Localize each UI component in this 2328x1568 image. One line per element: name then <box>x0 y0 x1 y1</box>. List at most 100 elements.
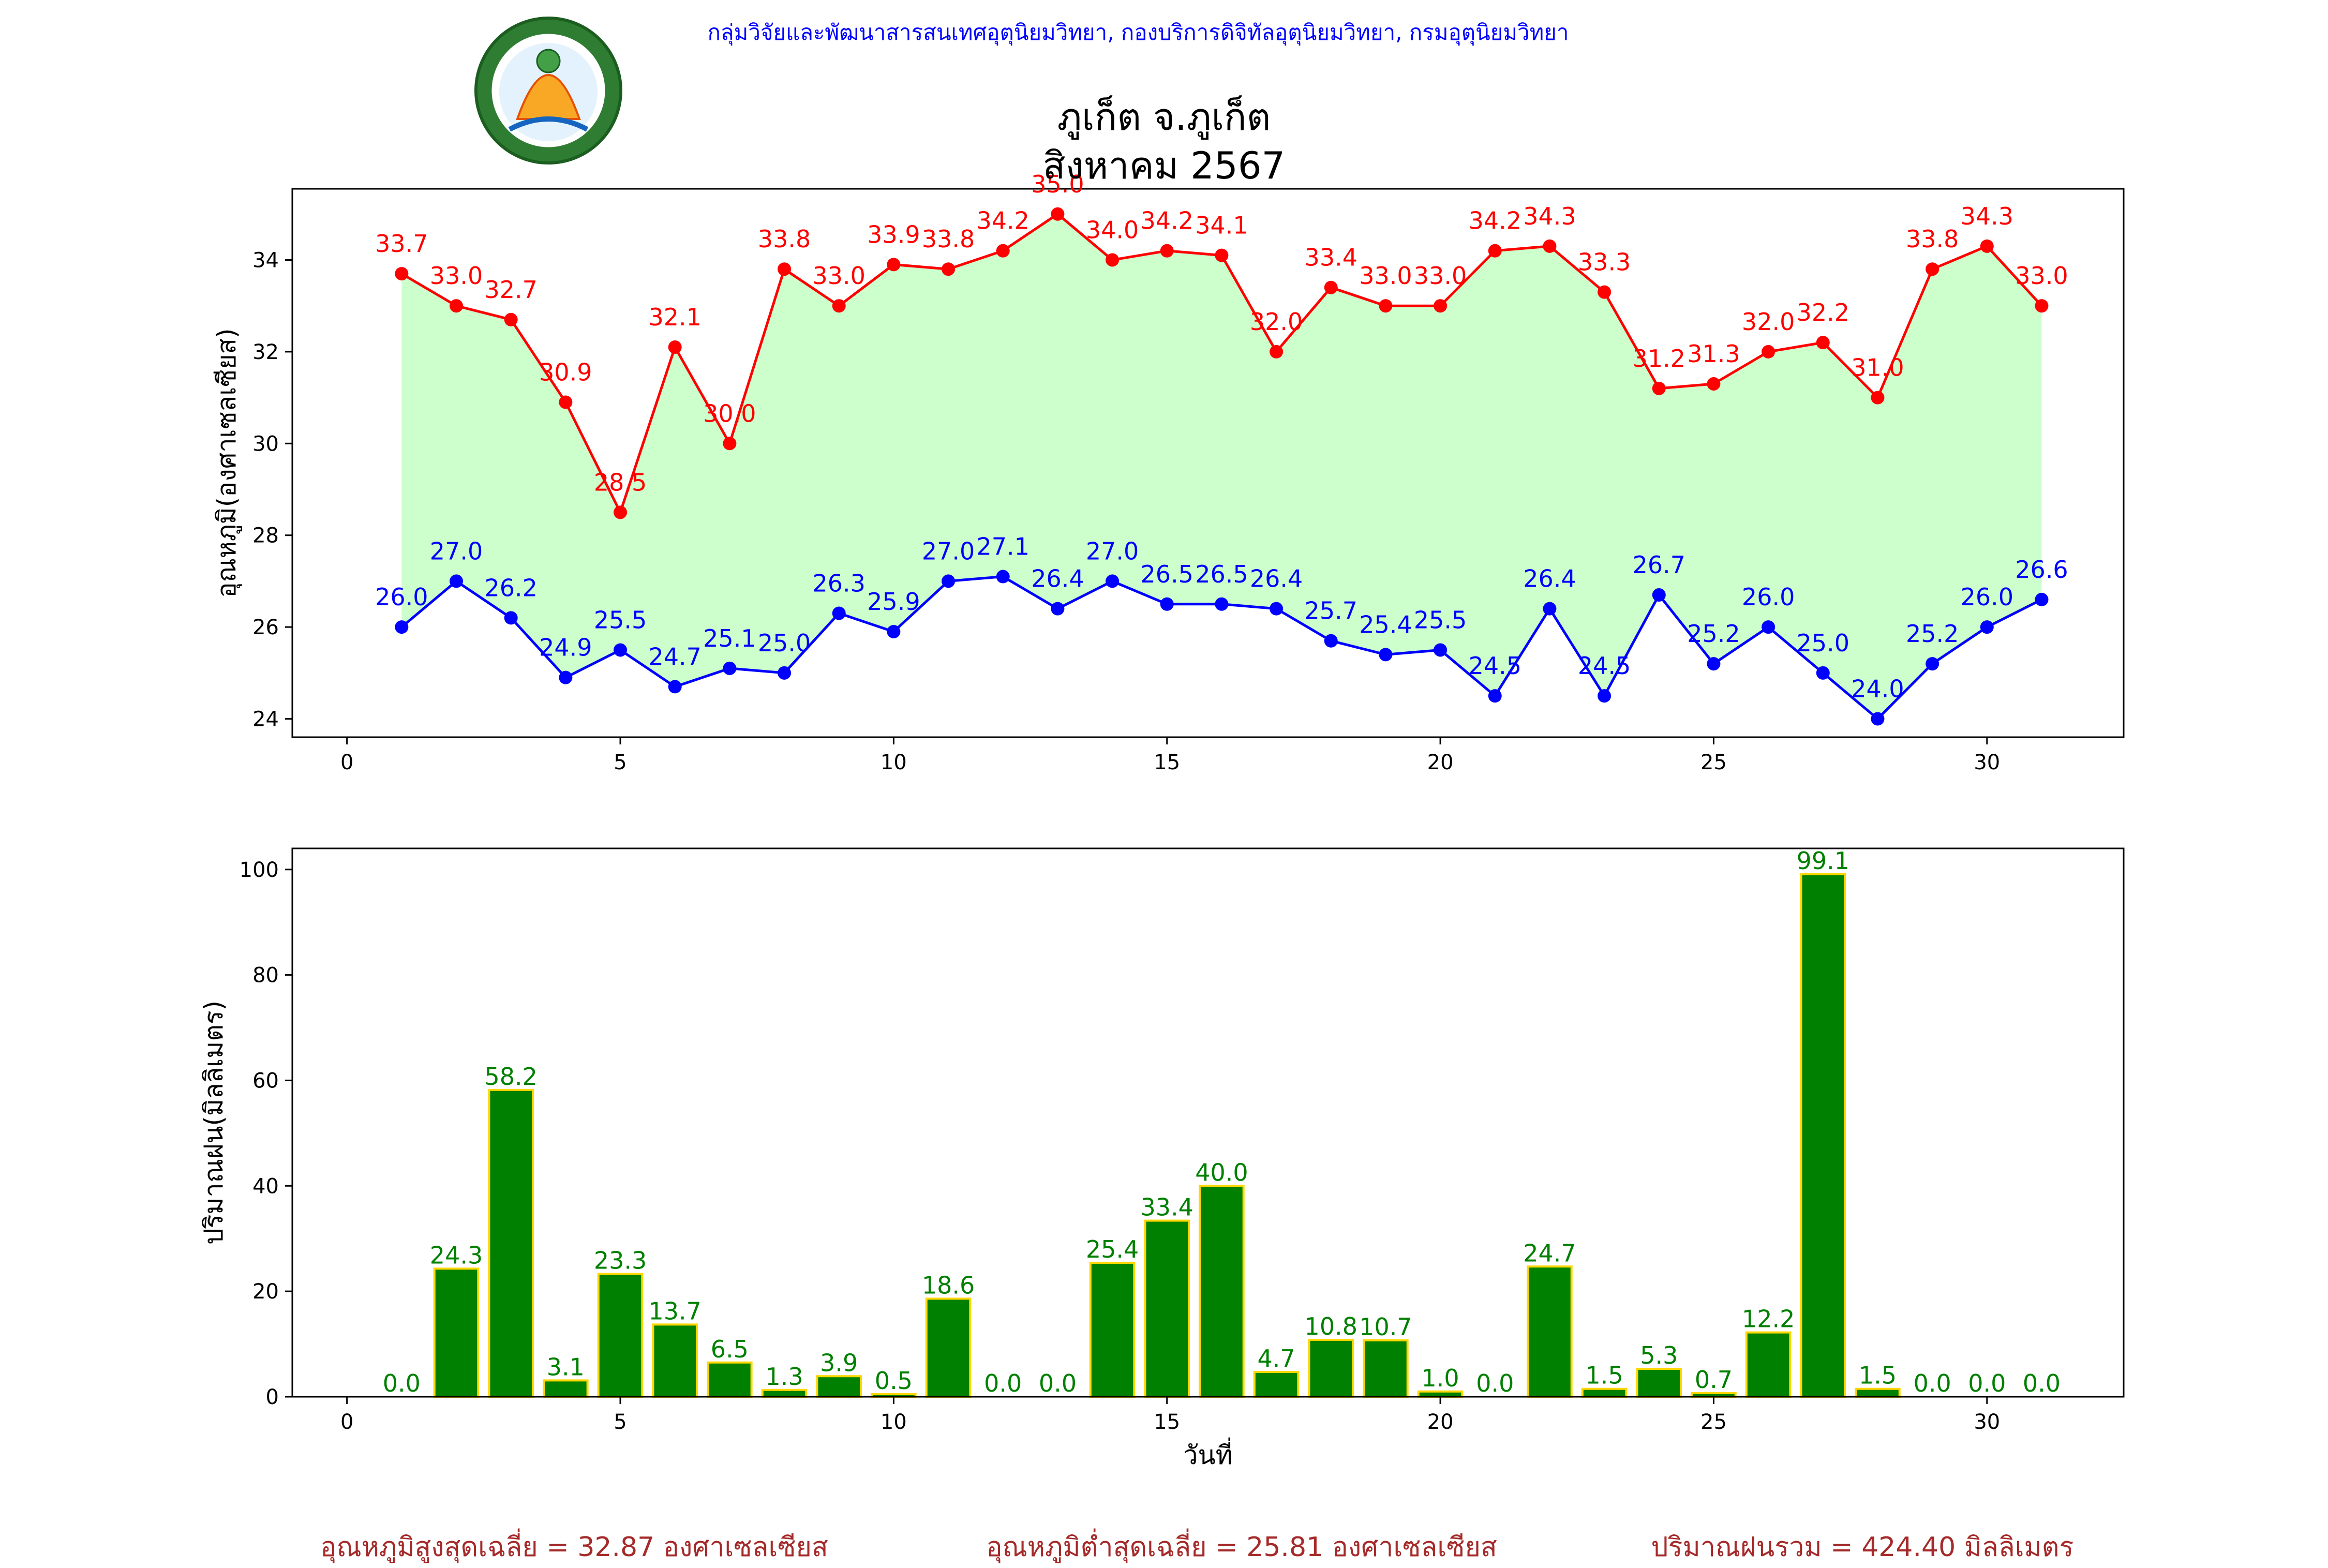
min-temperature-value-label: 26.0 <box>375 583 428 611</box>
x-tick-label: 20 <box>1427 1410 1454 1434</box>
rainfall-bar <box>543 1379 589 1398</box>
max-temperature-value-label: 32.0 <box>1250 308 1303 336</box>
chart-title-station: ภูเก็ต จ.ภูเก็ต <box>1057 95 1271 139</box>
rainfall-value-label: 0.0 <box>2023 1369 2061 1397</box>
rainfall-value-label: 58.2 <box>484 1063 537 1091</box>
min-temperature-point <box>559 670 573 684</box>
rainfall-value-label: 1.5 <box>1586 1362 1623 1390</box>
max-temperature-point <box>1762 345 1775 359</box>
max-temperature-point <box>942 262 956 276</box>
y-tick-label: 0 <box>266 1385 279 1409</box>
min-temperature-point <box>1215 597 1229 611</box>
y-tick-label: 20 <box>252 1280 279 1304</box>
min-temperature-point <box>1160 597 1174 611</box>
min-temperature-value-label: 27.0 <box>922 537 975 565</box>
min-temperature-value-label: 26.3 <box>813 570 865 598</box>
max-temperature-point <box>1488 244 1502 258</box>
min-temperature-point <box>1270 602 1284 616</box>
y-tick-label: 26 <box>252 616 279 639</box>
min-temperature-point <box>1980 620 1994 634</box>
min-temperature-point <box>832 606 846 620</box>
min-temperature-value-label: 27.1 <box>977 533 1029 561</box>
max-temperature-point <box>832 299 846 313</box>
max-temperature-value-label: 33.8 <box>1906 225 1959 253</box>
max-temperature-point <box>1543 239 1557 253</box>
min-temperature-value-label: 24.5 <box>1469 652 1521 680</box>
rainfall-y-axis-label: ปริมาณฝน(มิลลิเมตร) <box>199 1000 229 1245</box>
min-temperature-value-label: 26.5 <box>1141 560 1193 588</box>
max-temperature-value-label: 33.4 <box>1305 244 1357 272</box>
rainfall-value-label: 3.9 <box>820 1349 858 1377</box>
max-temperature-value-label: 34.1 <box>1195 212 1248 240</box>
max-temperature-value-label: 33.7 <box>375 230 428 258</box>
max-temperature-point <box>504 312 518 326</box>
rainfall-value-label: 0.0 <box>383 1369 421 1397</box>
max-temperature-value-label: 31.0 <box>1851 354 1904 382</box>
max-temperature-value-label: 34.3 <box>1523 202 1576 230</box>
min-temperature-point <box>1543 602 1557 616</box>
max-temperature-point <box>778 262 792 276</box>
min-temperature-value-label: 25.9 <box>867 588 920 616</box>
agency-credit: กลุ่มวิจัยและพัฒนาสารสนเทศอุตุนิยมวิทยา,… <box>707 20 1569 45</box>
rainfall-value-label: 23.3 <box>594 1247 647 1275</box>
rainfall-bar <box>816 1375 862 1398</box>
y-tick-label: 24 <box>252 708 279 731</box>
max-temperature-point <box>1652 381 1666 395</box>
rainfall-bar <box>1199 1185 1245 1398</box>
rainfall-value-label: 0.5 <box>875 1367 913 1395</box>
max-temperature-value-label: 33.0 <box>1414 262 1467 290</box>
rainfall-value-label: 1.0 <box>1422 1364 1459 1392</box>
max-temperature-value-label: 32.0 <box>1742 308 1795 336</box>
min-temperature-point <box>1324 634 1338 648</box>
min-temperature-value-label: 26.5 <box>1195 560 1248 588</box>
rainfall-bar <box>433 1267 480 1398</box>
min-temperature-value-label: 24.0 <box>1851 675 1904 703</box>
x-tick-label: 0 <box>340 1410 353 1434</box>
rainfall-value-label: 1.5 <box>1859 1362 1897 1390</box>
rainfall-value-label: 0.0 <box>1476 1369 1514 1397</box>
min-temperature-value-label: 25.2 <box>1906 620 1959 648</box>
rainfall-bar <box>1253 1371 1300 1398</box>
x-tick-label: 30 <box>1974 1410 2000 1434</box>
rainfall-bar <box>1363 1339 1409 1398</box>
min-temperature-value-label: 27.0 <box>430 537 483 565</box>
x-tick-label: 15 <box>1154 751 1180 774</box>
max-temperature-point <box>1160 244 1174 258</box>
max-temperature-value-label: 34.0 <box>1086 216 1139 244</box>
max-temperature-value-label: 30.0 <box>703 399 756 427</box>
max-temperature-value-label: 33.0 <box>1359 262 1412 290</box>
max-temperature-point <box>1816 336 1830 350</box>
x-tick-label: 15 <box>1154 1410 1180 1434</box>
min-temperature-point <box>1816 666 1830 680</box>
min-temperature-value-label: 26.7 <box>1633 551 1685 579</box>
max-temperature-point <box>723 437 737 451</box>
temperature-range-fill <box>401 214 2042 719</box>
rainfall-value-label: 5.3 <box>1640 1341 1678 1369</box>
max-temperature-value-label: 33.0 <box>813 262 865 290</box>
min-temperature-point <box>1434 643 1447 657</box>
footer-total-rain: ปริมาณฝนรวม = 424.40 มิลลิเมตร <box>1651 1532 2074 1563</box>
min-temperature-point <box>668 680 682 694</box>
x-tick-label: 10 <box>881 1410 907 1434</box>
rainfall-value-label: 0.0 <box>1039 1369 1077 1397</box>
max-temperature-value-label: 34.2 <box>1469 207 1521 235</box>
max-temperature-point <box>887 258 901 272</box>
rainfall-bar <box>1855 1387 1901 1398</box>
max-temperature-value-label: 33.8 <box>758 225 811 253</box>
rainfall-bar <box>1581 1387 1628 1398</box>
max-temperature-value-label: 35.0 <box>1031 170 1084 198</box>
rainfall-value-label: 0.0 <box>984 1369 1022 1397</box>
min-temperature-value-label: 24.5 <box>1578 652 1631 680</box>
max-temperature-value-label: 33.9 <box>867 220 920 248</box>
min-temperature-point <box>1598 689 1611 703</box>
rainfall-bar <box>1308 1338 1354 1398</box>
max-temperature-point <box>1106 253 1120 267</box>
max-temperature-value-label: 30.9 <box>539 358 592 386</box>
min-temperature-point <box>1926 657 1939 671</box>
max-temperature-value-label: 31.2 <box>1633 345 1685 372</box>
min-temperature-value-label: 25.4 <box>1359 610 1412 638</box>
y-tick-label: 100 <box>240 858 279 882</box>
max-temperature-point <box>1051 207 1065 221</box>
rainfall-value-label: 3.1 <box>547 1353 585 1381</box>
